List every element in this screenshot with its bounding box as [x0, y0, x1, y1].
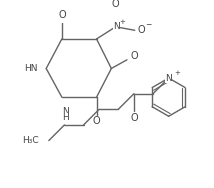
Text: O: O: [112, 0, 119, 9]
Text: N: N: [165, 74, 172, 83]
Text: HN: HN: [24, 64, 37, 73]
Text: O: O: [130, 113, 138, 123]
Text: H₃C: H₃C: [22, 136, 38, 145]
Text: N: N: [113, 22, 120, 31]
Text: O: O: [93, 117, 100, 127]
Text: N: N: [62, 107, 69, 116]
Text: O: O: [58, 10, 66, 20]
Text: +: +: [120, 19, 126, 25]
Text: −: −: [146, 20, 152, 30]
Text: O: O: [138, 25, 146, 35]
Text: O: O: [130, 51, 138, 61]
Text: +: +: [174, 70, 180, 76]
Text: H: H: [62, 114, 69, 123]
